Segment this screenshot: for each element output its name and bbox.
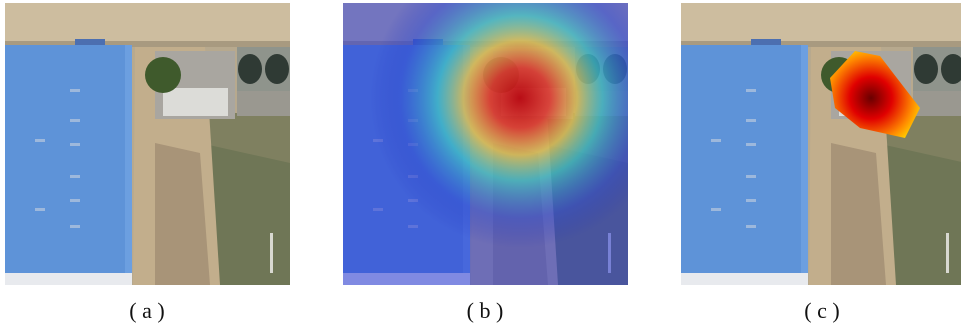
panel-label: ( c ) [804,298,839,323]
page: ( a ) ( b ) ( c ) (() => { const data = … [0,0,961,333]
panel-c-image [681,3,961,285]
panel-label: ( a ) [129,298,164,323]
panel-label: ( b ) [467,298,504,323]
panel-b-image [343,3,628,285]
panel-a-image [5,3,290,285]
figure: ( a ) ( b ) ( c ) [0,0,961,333]
